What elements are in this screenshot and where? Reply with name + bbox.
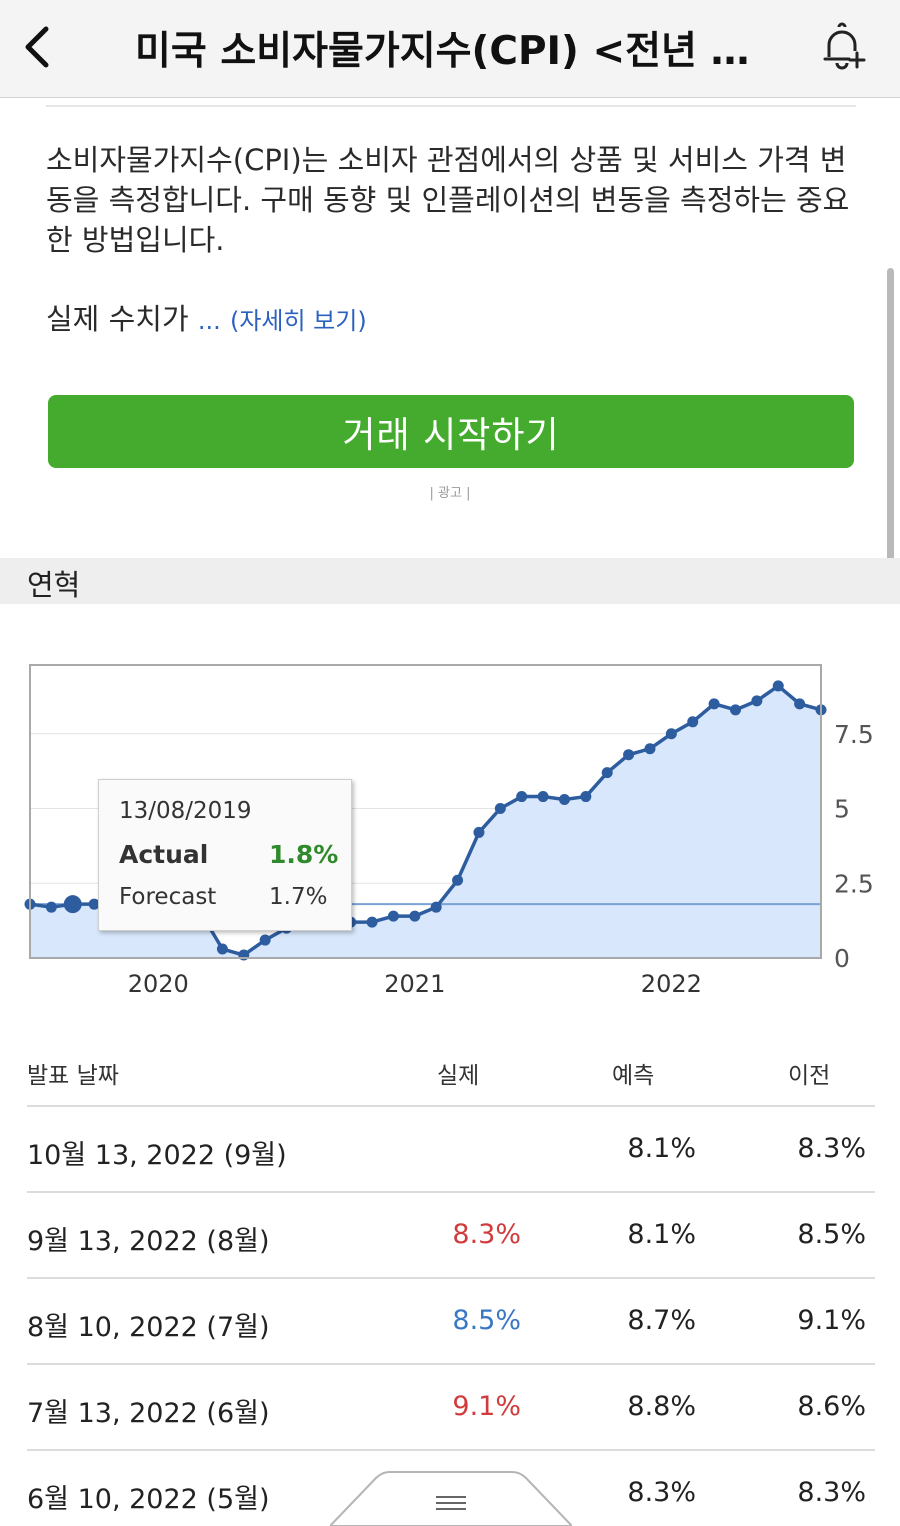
- data-point: [409, 910, 421, 922]
- add-alert-button[interactable]: [818, 20, 868, 74]
- header-previous[interactable]: 이전: [788, 1063, 831, 1089]
- data-point: [794, 698, 806, 710]
- chevron-left-icon: [25, 26, 49, 68]
- data-point: [644, 743, 656, 755]
- indicator-description: 소비자물가지수(CPI)는 소비자 관점에서의 상품 및 서비스 가격 변동을 …: [46, 143, 850, 257]
- chart-tooltip: 13/08/2019 Actual 1.8% Forecast 1.7%: [98, 779, 352, 931]
- data-point: [45, 901, 57, 913]
- ad-label: | 광고 |: [429, 486, 471, 501]
- bottom-sheet-handle[interactable]: [328, 1470, 574, 1526]
- cell-previous: 8.6%: [797, 1391, 866, 1422]
- actual-note-text: 실제 수치가: [46, 302, 189, 336]
- cell-previous: 8.5%: [797, 1219, 866, 1250]
- table-row[interactable]: 7월 13, 2022 (6월) 9.1% 8.8% 8.6%: [27, 1365, 875, 1451]
- cell-forecast: 8.7%: [627, 1305, 696, 1336]
- table-row[interactable]: 10월 13, 2022 (9월) 8.1% 8.3%: [27, 1107, 875, 1193]
- data-point: [366, 916, 378, 928]
- y-tick-label: 0: [834, 944, 850, 973]
- menu-lines-icon: [328, 1471, 574, 1526]
- table-row[interactable]: 9월 13, 2022 (8월) 8.3% 8.1% 8.5%: [27, 1193, 875, 1279]
- data-point: [708, 698, 720, 710]
- data-point: [751, 695, 763, 707]
- cell-actual: 8.5%: [452, 1305, 521, 1336]
- cell-forecast: 8.1%: [627, 1133, 696, 1164]
- table-header: 발표 날짜 실제 예측 이전: [27, 1040, 875, 1107]
- header-actual[interactable]: 실제: [437, 1063, 480, 1089]
- x-tick-label: 2022: [641, 970, 702, 998]
- cell-previous: 8.3%: [797, 1477, 866, 1508]
- read-more-link[interactable]: (자세히 보기): [229, 307, 367, 335]
- cell-date: 6월 10, 2022 (5월): [27, 1484, 270, 1515]
- page-title: 미국 소비자물가지수(CPI) <전년 대비>: [135, 29, 785, 74]
- data-point: [537, 791, 549, 803]
- data-point: [259, 934, 271, 946]
- cell-forecast: 8.3%: [627, 1477, 696, 1508]
- y-tick-label: 2.5: [834, 869, 874, 898]
- cell-previous: 9.1%: [797, 1305, 866, 1336]
- data-point: [623, 749, 635, 761]
- cell-date: 10월 13, 2022 (9월): [27, 1140, 287, 1171]
- data-point: [558, 794, 570, 806]
- x-tick-label: 2020: [128, 970, 189, 998]
- scrollbar[interactable]: [887, 268, 894, 590]
- start-trading-button[interactable]: 거래 시작하기: [48, 395, 854, 468]
- cell-forecast: 8.8%: [627, 1391, 696, 1422]
- cell-date: 8월 10, 2022 (7월): [27, 1312, 270, 1343]
- actual-note: 실제 수치가 ... (자세히 보기): [46, 296, 367, 338]
- data-point: [216, 943, 228, 955]
- divider: [46, 105, 856, 107]
- data-point: [473, 826, 485, 838]
- data-point: [494, 803, 506, 815]
- data-point: [729, 704, 741, 716]
- data-point: [387, 910, 399, 922]
- cell-forecast: 8.1%: [627, 1219, 696, 1250]
- tooltip-actual-label: Actual: [119, 840, 209, 869]
- back-button[interactable]: [14, 22, 60, 72]
- app-header: 미국 소비자물가지수(CPI) <전년 대비>: [0, 0, 900, 98]
- table-row[interactable]: 8월 10, 2022 (7월) 8.5% 8.7% 9.1%: [27, 1279, 875, 1365]
- ellipsis: ...: [197, 307, 221, 335]
- bell-plus-icon: [823, 22, 866, 70]
- tooltip-forecast-label: Forecast: [119, 884, 217, 910]
- data-point: [687, 716, 699, 728]
- release-history-table: 발표 날짜 실제 예측 이전 10월 13, 2022 (9월) 8.1% 8.…: [27, 1040, 875, 1526]
- cell-actual: 9.1%: [452, 1391, 521, 1422]
- data-point: [772, 680, 784, 692]
- y-tick-label: 7.5: [834, 720, 874, 749]
- y-tick-label: 5: [834, 795, 850, 824]
- tooltip-actual-value: 1.8%: [269, 840, 339, 869]
- data-point: [516, 791, 528, 803]
- cell-date: 7월 13, 2022 (6월): [27, 1398, 270, 1429]
- data-point: [430, 901, 442, 913]
- plot-frame: [29, 664, 822, 959]
- data-point: [63, 895, 82, 914]
- cell-actual: 8.3%: [452, 1219, 521, 1250]
- cell-previous: 8.3%: [797, 1133, 866, 1164]
- series-area: [30, 685, 821, 958]
- tooltip-forecast-value: 1.7%: [269, 884, 328, 910]
- history-section-bar: [0, 558, 900, 604]
- header-forecast[interactable]: 예측: [612, 1063, 655, 1089]
- data-point: [88, 898, 100, 910]
- header-release-date[interactable]: 발표 날짜: [27, 1063, 119, 1089]
- x-tick-label: 2021: [384, 970, 445, 998]
- data-point: [580, 791, 592, 803]
- table-row[interactable]: 6월 10, 2022 (5월) 8.3% 8.3%: [27, 1451, 875, 1526]
- tooltip-date: 13/08/2019: [119, 798, 252, 824]
- data-point: [665, 728, 677, 740]
- history-section-title: 연혁: [27, 568, 81, 602]
- data-point: [601, 767, 613, 779]
- data-point: [452, 874, 464, 886]
- cell-date: 9월 13, 2022 (8월): [27, 1226, 270, 1257]
